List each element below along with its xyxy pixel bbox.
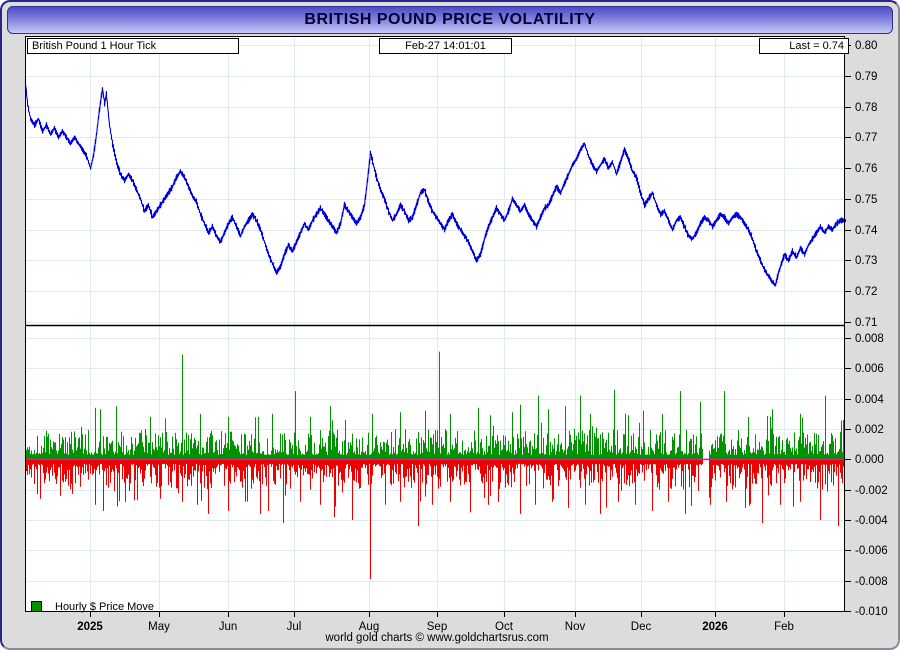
axis-tick-label: 0.004 (855, 394, 884, 406)
axis-tick-label: 0.77 (855, 132, 877, 144)
axis-tick-label: 0.76 (855, 163, 877, 175)
axis-tick-label: 0.73 (855, 255, 877, 267)
legend-label: Hourly $ Price Move (55, 600, 155, 613)
legend-swatch-icon (31, 601, 42, 612)
axis-tick-label: May (148, 621, 170, 633)
axis-tick-label: Feb (774, 621, 794, 633)
axis-tick-label: -0.004 (855, 515, 888, 527)
axis-tick-label: 0.75 (855, 194, 877, 206)
axis-tick-label: 0.71 (855, 317, 877, 329)
axis-tick-label: -0.008 (855, 576, 888, 588)
axis-tick-label: Oct (495, 621, 514, 633)
axis-tick-label: 0.80 (855, 40, 877, 52)
axis-tick-label: Aug (359, 621, 379, 633)
axis-tick-label: Sep (427, 621, 447, 633)
plot-background (25, 36, 845, 612)
axis-tick-label: 2026 (702, 621, 728, 633)
plot-frame (25, 36, 845, 612)
axis-tick-label: Jul (287, 621, 302, 633)
axis-tick-label: 0.74 (855, 225, 878, 237)
axis-tick-label: 0.006 (855, 363, 884, 375)
series-title-label: British Pound 1 Hour Tick (27, 38, 239, 54)
axis-tick-label: 0.000 (855, 454, 884, 466)
axis-tick-label: 0.78 (855, 102, 877, 114)
axis-tick-label: 0.008 (855, 333, 884, 345)
axis-tick-label: 0.72 (855, 286, 877, 298)
timestamp-label: Feb-27 14:01:01 (379, 38, 512, 54)
title-bar: BRITISH POUND PRICE VOLATILITY (7, 6, 893, 34)
price-line (24, 78, 847, 287)
axis-tick-label: 2025 (77, 621, 103, 633)
footer-credit: world gold charts © www.goldchartsrus.co… (325, 632, 549, 644)
axis-tick-label: Dec (631, 621, 652, 633)
axis-tick-label: 0.79 (855, 71, 877, 83)
last-price-label: Last = 0.74 (759, 38, 849, 54)
page-title: BRITISH POUND PRICE VOLATILITY (304, 11, 596, 28)
axis-tick-label: -0.010 (855, 606, 888, 618)
y-axis-labels: 0.80 0.79 0.78 0.77 0.76 0.75 0.74 0.73 0.72 0.71… (77, 40, 888, 633)
axis-tick-label: Jun (219, 621, 238, 633)
axis-tick-label: Nov (565, 621, 586, 633)
axis-tick-label: 0.002 (855, 424, 884, 436)
axis-tick-label: -0.006 (855, 545, 888, 557)
axis-tick-label: -0.002 (855, 485, 888, 497)
legend: Hourly $ Price Move (31, 600, 154, 613)
